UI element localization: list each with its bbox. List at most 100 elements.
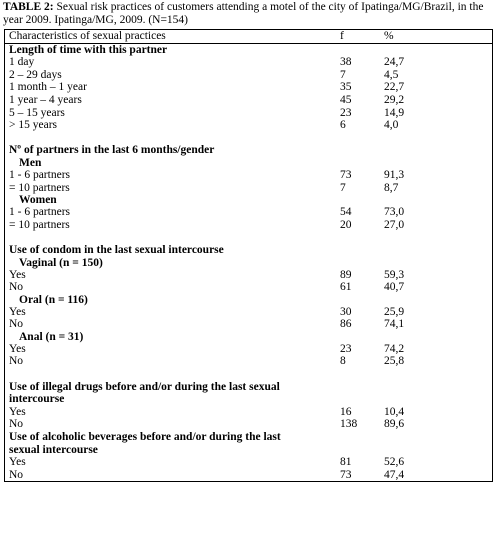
table-cell: 86: [340, 318, 352, 331]
table-cell: No: [9, 281, 24, 294]
table-cell: Yes: [9, 405, 26, 418]
table-cell: 5 – 15 years: [9, 106, 65, 119]
table-cell: No: [9, 468, 24, 481]
table-cell: 10,4: [384, 405, 405, 418]
table-row: 1 day 38 24,7: [5, 56, 492, 69]
table-row: Yes 81 52,6: [5, 456, 492, 469]
table-cell: 74,2: [384, 342, 405, 355]
table-cell: No: [9, 355, 24, 368]
table-row: 1 - 6 partners 73 91,3: [5, 169, 492, 182]
table-cell: 47,4: [384, 468, 405, 481]
section: Nº of partners in the last 6 months/gend…: [5, 144, 492, 231]
table-cell: 61: [340, 281, 352, 294]
table-cell: 73: [340, 168, 352, 181]
table-cell: 73: [340, 468, 352, 481]
table-cell: 54: [340, 206, 352, 219]
header-cell: %: [384, 30, 394, 42]
table-cell: No: [9, 318, 24, 331]
table-cell: 1 day: [9, 56, 35, 69]
section-row: Nº of partners in the last 6 months/gend…: [5, 144, 492, 157]
table-cell: Yes: [9, 342, 26, 355]
group-label: Oral (n = 116): [19, 293, 88, 306]
group-label: Men: [19, 156, 42, 169]
table-row: No 73 47,4: [5, 469, 492, 482]
table-cell: = 10 partners: [9, 181, 70, 194]
table-cell: 6: [340, 119, 346, 132]
table-body: Length of time with this partner 1 day 38 2…: [5, 44, 492, 482]
table-cell: 8,7: [384, 181, 399, 194]
table-cell: 25,9: [384, 305, 405, 318]
table-cell: 1 year – 4 years: [9, 93, 82, 106]
table-cell: 91,3: [384, 168, 405, 181]
table-cell: 35: [340, 81, 352, 94]
table-cell: 52,6: [384, 456, 405, 469]
section-title: Length of time with this partner: [9, 43, 168, 56]
caption-text: Sexual risk practices of customers atten…: [3, 1, 484, 26]
table-cell: 1 month – 1 year: [9, 81, 87, 94]
table-cell: 23: [340, 106, 352, 119]
table-cell: 1 - 6 partners: [9, 168, 70, 181]
table-cell: No: [9, 418, 24, 431]
table-row: = 10 partners 7 8,7: [5, 182, 492, 195]
table-cell: 27,0: [384, 218, 405, 231]
table-row: 5 – 15 years 23 14,9: [5, 107, 492, 120]
table-cell: 8: [340, 355, 346, 368]
table-cell: 23: [340, 342, 352, 355]
table-row: 1 - 6 partners 54 73,0: [5, 206, 492, 219]
section-title: Use of alcoholic beverages before and/or…: [9, 431, 281, 456]
table-cell: 40,7: [384, 281, 405, 294]
section: Use of condom in the last sexual interco…: [5, 244, 492, 368]
table-row: No 86 74,1: [5, 318, 492, 331]
table-cell: 7: [340, 68, 346, 81]
table-row: 2 – 29 days 7 4,5: [5, 69, 492, 82]
table-cell: 89: [340, 268, 352, 281]
table-row: Yes 30 25,9: [5, 306, 492, 319]
caption: TABLE 2: Sexual risk practices of custom…: [3, 1, 495, 27]
section-row: Length of time with this partner: [5, 44, 492, 57]
table-cell: 2 – 29 days: [9, 68, 62, 81]
header-row: Characteristics of sexual practices f %: [5, 30, 492, 44]
table-cell: 30: [340, 305, 352, 318]
table-cell: 45: [340, 93, 352, 106]
table-cell: 38: [340, 56, 352, 69]
table-row: No 138 89,6: [5, 418, 492, 431]
table: Characteristics of sexual practices f % …: [4, 29, 493, 483]
section-row: Use of alcoholic beverages before and/or…: [5, 431, 492, 456]
table-cell: 4,0: [384, 119, 399, 132]
table-row: No 61 40,7: [5, 281, 492, 294]
group-label: Vaginal (n = 150): [19, 256, 103, 269]
table-cell: 22,7: [384, 81, 405, 94]
table-cell: 16: [340, 405, 352, 418]
table-cell: 81: [340, 456, 352, 469]
section: Use of alcoholic beverages before and/or…: [5, 431, 492, 481]
table-cell: 25,8: [384, 355, 405, 368]
table-cell: 29,2: [384, 93, 405, 106]
table-cell: Yes: [9, 456, 26, 469]
table-row: 1 year – 4 years 45 29,2: [5, 94, 492, 107]
header-cell: Characteristics of sexual practices: [9, 30, 166, 42]
table-cell: 20: [340, 218, 352, 231]
header-cell: f: [340, 30, 344, 42]
caption-label: TABLE 2:: [3, 1, 54, 13]
group-label: Women: [19, 194, 57, 207]
table-cell: 74,1: [384, 318, 405, 331]
section-row: Use of condom in the last sexual interco…: [5, 244, 492, 257]
table-row: Yes 23 74,2: [5, 343, 492, 356]
table-cell: 59,3: [384, 268, 405, 281]
table-cell: 73,0: [384, 206, 405, 219]
table-cell: 14,9: [384, 106, 405, 119]
table-row: > 15 years 6 4,0: [5, 119, 492, 132]
table-cell: Yes: [9, 268, 26, 281]
table-cell: Yes: [9, 305, 26, 318]
table-row: = 10 partners 20 27,0: [5, 219, 492, 232]
table-cell: 89,6: [384, 418, 405, 431]
section-title: Use of condom in the last sexual interco…: [9, 243, 224, 256]
table-row: Yes 16 10,4: [5, 406, 492, 419]
table-row: No 8 25,8: [5, 355, 492, 368]
table-cell: 138: [340, 418, 358, 431]
table-cell: 7: [340, 181, 346, 194]
group-label: Anal (n = 31): [19, 330, 84, 343]
table-row: Yes 89 59,3: [5, 269, 492, 282]
section-title: Use of illegal drugs before and/or durin…: [9, 380, 280, 406]
